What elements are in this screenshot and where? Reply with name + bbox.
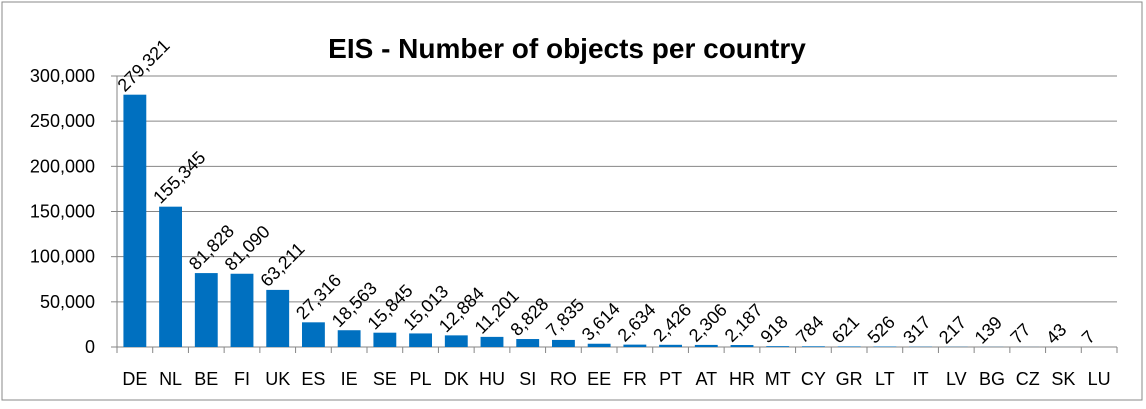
y-tick-label: 300,000 <box>30 66 95 86</box>
x-tick-label: IT <box>913 369 929 389</box>
x-tick-label: RO <box>550 369 577 389</box>
x-tick-label: ES <box>301 369 325 389</box>
x-tick-label: EE <box>587 369 611 389</box>
bar <box>445 335 468 347</box>
bar <box>123 95 146 347</box>
x-tick-label: UK <box>265 369 290 389</box>
x-tick-label: MT <box>765 369 791 389</box>
bar <box>338 330 361 347</box>
bar <box>373 333 396 347</box>
x-tick-label: BE <box>194 369 218 389</box>
x-tick-label: PT <box>659 369 682 389</box>
x-tick-label: CY <box>801 369 826 389</box>
chart-title: EIS - Number of objects per country <box>328 33 806 64</box>
y-tick-label: 0 <box>85 337 95 357</box>
x-tick-label: FR <box>623 369 647 389</box>
x-tick-label: PL <box>410 369 432 389</box>
bar <box>159 207 182 347</box>
bar <box>266 290 289 347</box>
x-tick-label: LV <box>946 369 967 389</box>
bar <box>231 274 254 347</box>
x-tick-label: SE <box>373 369 397 389</box>
bar <box>409 333 432 347</box>
x-tick-label: DK <box>444 369 469 389</box>
x-tick-label: BG <box>979 369 1005 389</box>
x-tick-label: GR <box>836 369 863 389</box>
y-tick-label: 50,000 <box>40 292 95 312</box>
x-tick-label: FI <box>234 369 250 389</box>
x-tick-label: NL <box>159 369 182 389</box>
x-tick-label: IE <box>341 369 358 389</box>
x-tick-label: HU <box>479 369 505 389</box>
y-tick-label: 150,000 <box>30 202 95 222</box>
bar <box>302 322 325 347</box>
x-tick-label: AT <box>695 369 717 389</box>
bar <box>481 337 504 347</box>
x-tick-label: DE <box>122 369 147 389</box>
bar <box>195 273 218 347</box>
x-tick-label: SI <box>519 369 536 389</box>
x-tick-label: LT <box>875 369 895 389</box>
x-tick-label: HR <box>729 369 755 389</box>
x-tick-label: CZ <box>1016 369 1040 389</box>
y-tick-label: 250,000 <box>30 111 95 131</box>
x-tick-label: LU <box>1088 369 1111 389</box>
x-tick-label: SK <box>1051 369 1075 389</box>
y-tick-label: 100,000 <box>30 247 95 267</box>
y-tick-label: 200,000 <box>30 156 95 176</box>
